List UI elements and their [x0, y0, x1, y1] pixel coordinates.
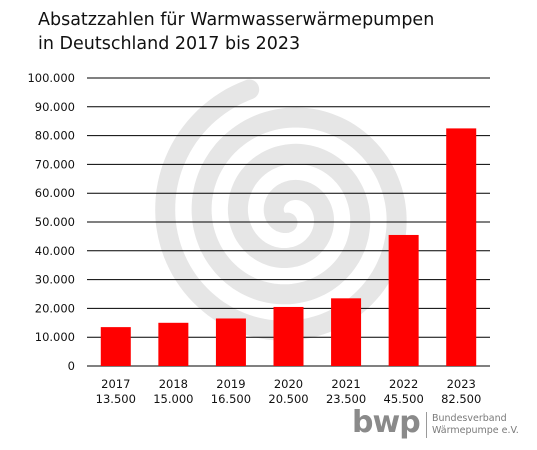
bar-value-label: 15.000	[153, 392, 193, 406]
bar-value-label: 13.500	[96, 392, 136, 406]
logo-text-line-2: Wärmepumpe e.V.	[432, 425, 519, 436]
y-tick-label: 30.000	[35, 273, 75, 287]
bar-value-label: 45.500	[384, 392, 424, 406]
bar-2019	[215, 318, 246, 366]
logo-divider	[426, 412, 427, 438]
bar-value-label: 82.500	[441, 392, 481, 406]
x-tick-label: 2023	[447, 377, 476, 391]
x-tick-label: 2020	[274, 377, 303, 391]
y-tick-label: 60.000	[35, 186, 75, 200]
bars	[100, 128, 477, 366]
chart-title: Absatzzahlen für Warmwasserwärmepumpen i…	[38, 8, 434, 56]
bar-2021	[331, 298, 362, 366]
logo-text-line-1: Bundesverband	[432, 413, 507, 424]
chart-title-line-1: Absatzzahlen für Warmwasserwärmepumpen	[38, 10, 435, 30]
x-tick-label: 2019	[216, 377, 245, 391]
y-tick-label: 70.000	[35, 157, 75, 171]
y-tick-label: 40.000	[35, 244, 75, 258]
bar-value-label: 20.500	[268, 392, 308, 406]
bar-2023	[446, 128, 477, 366]
bar-2017	[100, 327, 131, 366]
y-tick-label: 10.000	[35, 330, 75, 344]
y-axis-tick-labels: 0 10.000 20.000 30.000 40.000 50.000 60.000 70.…	[27, 71, 75, 373]
y-tick-label: 90.000	[35, 100, 75, 114]
logo-mark: bwp	[352, 405, 421, 440]
logo-text: Bundesverband Wärmepumpe e.V.	[432, 413, 519, 437]
bar-2022	[388, 234, 419, 366]
x-tick-label: 2022	[389, 377, 418, 391]
y-tick-label: 80.000	[35, 129, 75, 143]
bar-value-label: 23.500	[326, 392, 366, 406]
spiral-watermark-icon	[155, 79, 407, 341]
y-tick-label: 100.000	[27, 71, 75, 85]
bar-value-label: 16.500	[211, 392, 251, 406]
bar-2020	[273, 306, 304, 366]
bar-2018	[158, 322, 189, 366]
x-tick-label: 2021	[331, 377, 360, 391]
y-tick-label: 0	[68, 359, 75, 373]
x-tick-label: 2018	[159, 377, 188, 391]
chart-title-line-2: in Deutschland 2017 bis 2023	[38, 34, 301, 54]
y-tick-label: 50.000	[35, 215, 75, 229]
y-tick-label: 20.000	[35, 301, 75, 315]
bwp-logo: bwp Bundesverband Wärmepumpe e.V.	[352, 405, 532, 444]
spiral-watermark-path	[155, 79, 407, 341]
x-tick-label: 2017	[101, 377, 130, 391]
gridlines	[87, 77, 490, 367]
